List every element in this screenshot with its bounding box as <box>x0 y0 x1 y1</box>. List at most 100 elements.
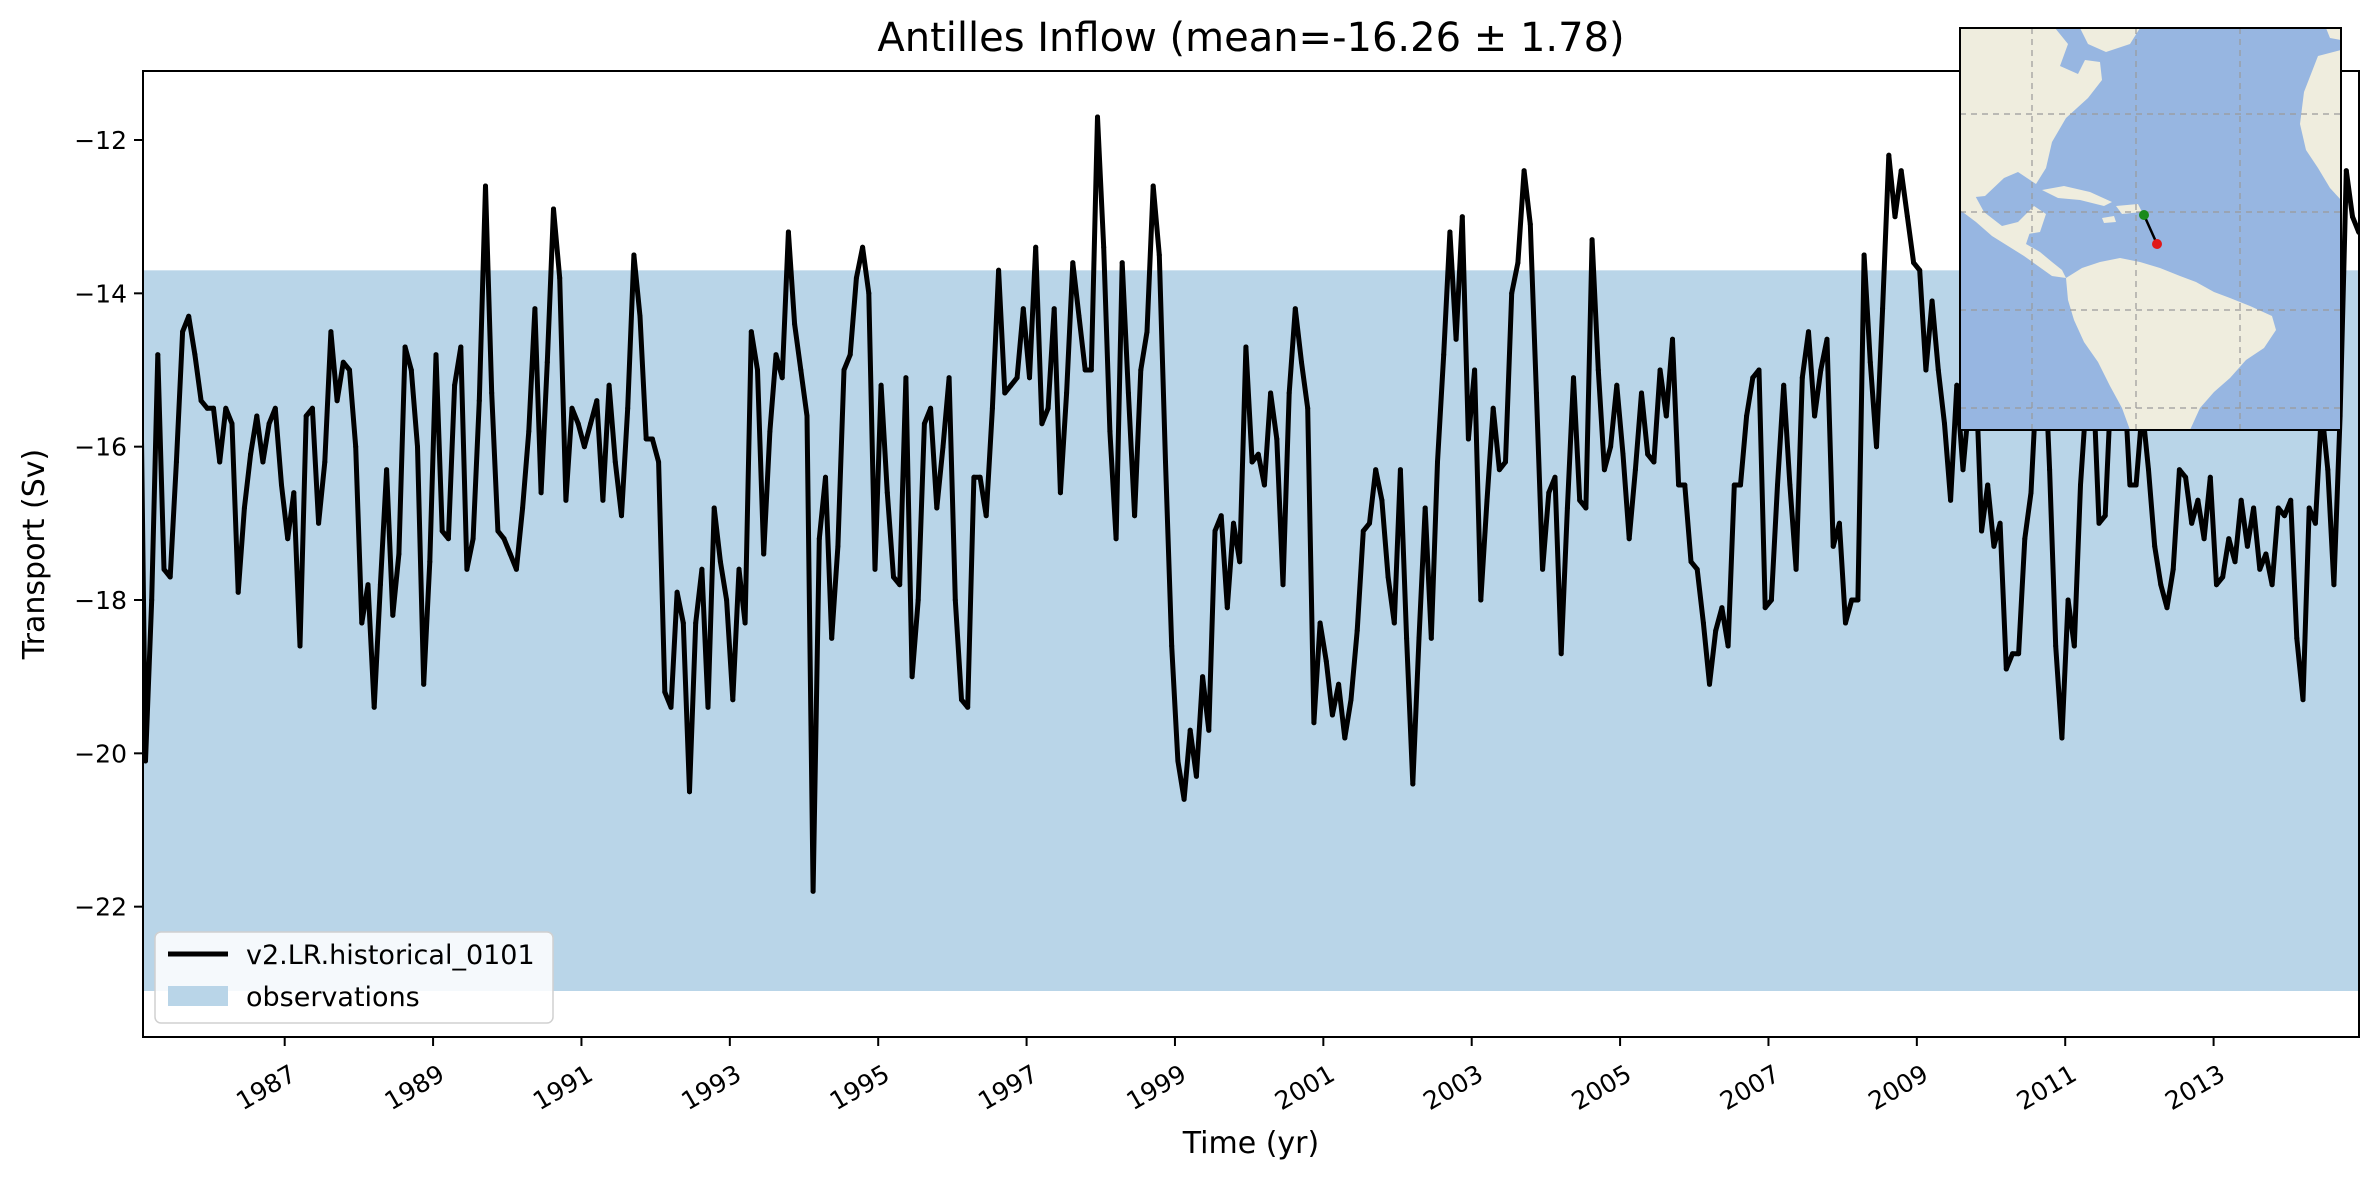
series-point <box>489 390 495 396</box>
series-point <box>989 405 995 411</box>
series-point <box>804 413 810 419</box>
y-axis-label: Transport (Sv) <box>17 449 52 661</box>
series-point <box>600 497 606 503</box>
series-point <box>761 551 767 557</box>
series-point <box>755 367 760 373</box>
series-point <box>291 490 297 496</box>
series-point <box>1818 367 1824 373</box>
series-point <box>2257 566 2263 572</box>
series-point <box>279 482 284 488</box>
series-point <box>316 520 322 526</box>
series-point <box>1948 497 1954 503</box>
series-point <box>736 566 742 572</box>
map-gridlines <box>1960 28 2341 430</box>
series-point <box>1552 474 1558 480</box>
series-point <box>2238 497 2244 503</box>
series-point <box>2127 482 2133 488</box>
series-point <box>884 490 890 496</box>
y-tick-label: −18 <box>74 586 127 615</box>
series-point <box>2183 474 2189 480</box>
series-point <box>285 536 291 542</box>
series-point <box>619 513 624 519</box>
series-point <box>1725 643 1731 649</box>
series-point <box>2343 168 2349 174</box>
series-point <box>1255 451 1261 457</box>
series-point <box>1781 382 1787 388</box>
series-point <box>1911 260 1917 266</box>
series-point <box>983 513 989 519</box>
series-point <box>180 329 186 335</box>
series-point <box>717 559 723 565</box>
series-point <box>2214 582 2219 588</box>
x-axis-ticks: 1987 1989 1991 1993 1995 1997 1999 2001 2003 2005… <box>231 1037 2230 1116</box>
series-point <box>767 428 773 434</box>
series-point <box>1101 244 1107 250</box>
series-point <box>2071 643 2077 649</box>
series-point <box>1657 367 1663 373</box>
y-axis-ticks: −12 −14 −16 −18 −20 −22 <box>74 126 143 922</box>
series-point <box>1601 467 1607 473</box>
series-point <box>2158 582 2164 588</box>
series-point <box>2232 559 2238 565</box>
series-point <box>724 597 730 603</box>
series-point <box>1768 597 1774 603</box>
series-point <box>1651 459 1657 465</box>
series-point <box>1478 597 1484 603</box>
series-point <box>1546 490 1552 496</box>
series-point <box>445 536 451 542</box>
series-point <box>223 405 229 411</box>
series-point <box>1286 390 1292 396</box>
series-point <box>458 344 464 350</box>
series-point <box>971 474 977 480</box>
series-point <box>1521 168 1527 174</box>
series-point <box>1979 528 1985 534</box>
series-point <box>1311 720 1317 726</box>
series-point <box>711 505 717 511</box>
series-point <box>1033 244 1039 250</box>
series-point <box>1954 382 1960 388</box>
series-point <box>520 505 526 511</box>
series-point <box>687 789 692 795</box>
series-point <box>1806 329 1811 335</box>
series-point <box>2306 505 2312 511</box>
series-point <box>1237 559 1243 565</box>
series-point <box>1855 597 1861 603</box>
series-point <box>860 244 866 250</box>
series-point <box>402 344 408 350</box>
series-point <box>1125 390 1131 396</box>
series-point <box>1942 421 1947 427</box>
series-point <box>2375 444 2379 449</box>
series-point <box>1057 490 1063 496</box>
series-point <box>2078 482 2083 488</box>
legend: v2.LR.historical_0101 observations <box>154 931 554 1024</box>
series-point <box>878 382 884 388</box>
series-point <box>1138 367 1144 373</box>
series-point <box>1923 367 1929 373</box>
series-point <box>1391 620 1397 626</box>
series-point <box>2016 651 2022 657</box>
series-point <box>266 421 272 427</box>
x-tick-label: 1995 <box>825 1059 895 1116</box>
series-point <box>2312 520 2318 526</box>
series-point <box>2146 467 2151 473</box>
series-point <box>1144 329 1150 335</box>
y-tick-label: −14 <box>74 279 127 308</box>
series-point <box>946 375 952 381</box>
series-point <box>730 697 736 703</box>
series-point <box>1416 635 1422 641</box>
series-point <box>421 681 427 687</box>
series-point <box>1181 796 1187 802</box>
series-point <box>260 459 266 465</box>
y-tick-label: −12 <box>74 126 127 155</box>
series-point <box>1224 605 1230 611</box>
legend-box <box>154 931 554 1024</box>
series-point <box>2275 505 2281 511</box>
series-point <box>748 329 754 335</box>
series-point <box>390 612 396 618</box>
series-point <box>396 551 402 557</box>
x-tick-label: 1993 <box>676 1059 746 1116</box>
series-point <box>1719 605 1725 611</box>
series-point <box>2022 536 2028 542</box>
series-point <box>1861 252 1867 258</box>
